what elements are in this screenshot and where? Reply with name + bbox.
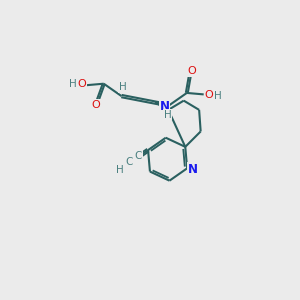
Text: H: H — [119, 82, 127, 92]
Text: C: C — [135, 151, 142, 161]
Text: H: H — [164, 110, 172, 119]
Text: N: N — [188, 163, 197, 176]
Text: H: H — [214, 91, 222, 101]
Text: H: H — [116, 165, 123, 175]
Text: N: N — [160, 100, 170, 113]
Text: O: O — [205, 90, 214, 100]
Text: H: H — [69, 79, 77, 88]
Text: O: O — [91, 100, 100, 110]
Text: O: O — [77, 80, 86, 89]
Text: O: O — [187, 66, 196, 76]
Text: C: C — [125, 158, 133, 167]
